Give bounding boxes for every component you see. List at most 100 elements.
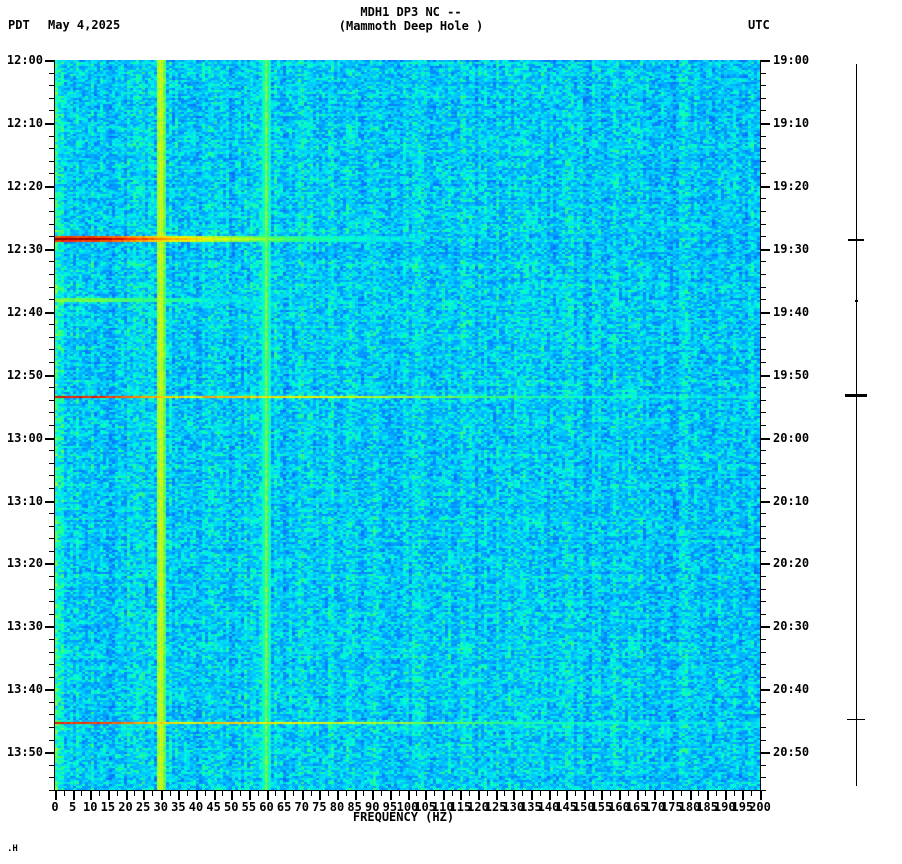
freq-tick-label: 175 [661,800,683,814]
time-tick-minor [49,349,55,351]
freq-tick-minor [698,790,700,796]
time-tick-major [760,248,770,251]
time-tick-label: 20:20 [773,556,810,571]
freq-tick-major [231,790,234,800]
freq-tick-minor [63,790,65,796]
freq-tick-minor [610,790,612,796]
time-tick-major [760,374,770,377]
freq-tick-major [196,790,198,800]
time-tick-minor [49,638,55,640]
time-tick-minor [760,664,766,666]
time-tick-major [45,374,55,377]
time-tick-minor [49,664,55,666]
freq-tick-minor [469,790,471,796]
time-tick-minor [49,450,55,452]
time-tick-label: 13:30 [6,619,43,634]
freq-tick-major [72,790,75,800]
time-tick-minor [49,399,55,401]
freq-tick-minor [451,790,453,796]
time-tick-label: 12:00 [6,53,43,67]
time-tick-minor [49,198,55,200]
time-tick-minor [49,576,55,578]
time-tick-major [45,60,55,62]
time-tick-minor [49,160,55,162]
time-tick-major [45,500,55,503]
freq-tick-major [742,790,745,800]
freq-tick-major [143,790,146,800]
time-tick-minor [760,790,766,791]
spectrogram-plot[interactable] [55,60,760,790]
time-tick-minor [49,336,55,338]
freq-tick-minor [222,790,224,796]
time-tick-minor [760,273,766,275]
time-tick-minor [49,412,55,414]
freq-tick-label: 195 [731,800,754,814]
time-tick-minor [760,739,766,741]
time-tick-major [760,500,770,503]
time-tick-minor [760,286,766,288]
freq-tick-major [372,790,375,800]
corner-mark: .H [7,844,18,854]
time-tick-major [760,437,770,440]
freq-tick-major [442,790,445,800]
freq-tick-minor [733,790,735,796]
freq-tick-label: 20 [118,800,133,814]
time-tick-major [45,752,55,755]
time-tick-minor [49,273,55,275]
time-tick-major [760,185,770,188]
freq-tick-major [654,790,657,800]
freq-tick-minor [381,790,383,796]
freq-tick-label: 150 [572,800,595,814]
freq-tick-major [107,790,110,800]
freq-tick-label: 15 [100,800,116,814]
time-tick-label: 13:20 [6,556,43,571]
freq-tick-label: 35 [171,800,186,814]
time-tick-major [760,122,770,125]
time-tick-minor [49,701,55,703]
time-tick-major [760,752,770,755]
time-tick-label: 20:40 [773,682,810,697]
freq-tick-label: 120 [467,800,489,814]
freq-tick-minor [257,790,259,796]
time-tick-minor [760,462,766,464]
freq-tick-minor [363,790,365,796]
time-tick-minor [760,676,766,678]
time-tick-major [45,122,55,125]
time-tick-minor [49,475,55,477]
freq-tick-minor [328,790,330,796]
time-tick-label: 20:10 [773,493,810,508]
time-tick-label: 19:50 [773,367,810,382]
freq-tick-major [601,790,604,800]
freq-tick-label: 85 [347,800,362,814]
time-tick-minor [49,261,55,263]
time-tick-minor [760,362,766,364]
time-tick-minor [760,764,766,766]
time-tick-label: 19:00 [773,53,810,67]
time-tick-minor [760,487,766,489]
freq-tick-label: 145 [555,800,577,814]
left-timezone-label: PDT [8,18,30,32]
time-tick-minor [760,701,766,703]
time-tick-label: 19:20 [773,178,810,193]
time-tick-label: 13:00 [6,430,43,445]
freq-tick-major [724,790,727,800]
time-tick-minor [760,148,766,150]
time-tick-major [45,626,55,629]
time-tick-minor [49,362,55,364]
freq-tick-major [548,790,551,800]
time-tick-label: 12:40 [6,304,43,319]
time-tick-minor [760,475,766,477]
freq-tick-label: 155 [590,800,613,814]
time-tick-major [45,437,55,440]
station-title-line2: (Mammoth Deep Hole ) [0,19,902,33]
time-tick-minor [49,538,55,540]
freq-tick-major [460,790,463,800]
time-tick-minor [760,538,766,540]
freq-tick-label: 65 [276,800,292,814]
time-tick-minor [49,211,55,213]
time-tick-label: 20:00 [773,430,810,445]
frequency-axis: 0 5 10 15 20 25 30 35 40 45 50 55 60 65 70 75 80 85 90 95 10… [51,790,771,830]
time-tick-minor [760,336,766,338]
freq-tick-major [583,790,586,800]
freq-tick-minor [310,790,312,796]
